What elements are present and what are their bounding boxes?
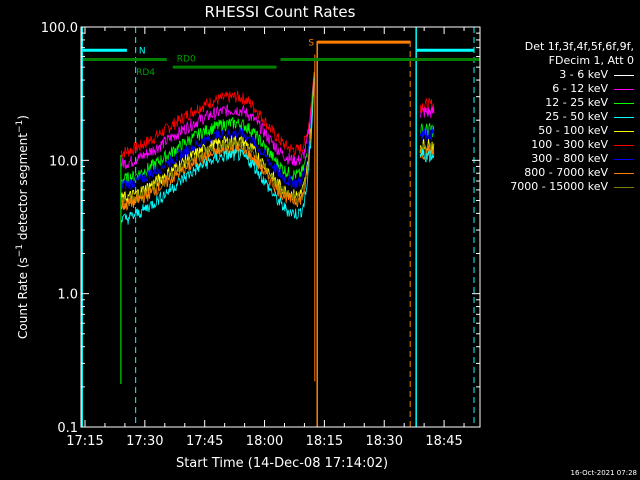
annotation-label-2: RD0 — [177, 55, 196, 65]
legend-swatch — [614, 116, 634, 118]
curve-1 — [120, 75, 315, 158]
x-tick-label-1: 17:15 — [66, 434, 103, 449]
legend-swatch — [614, 102, 634, 104]
x-tick-label-5: 18:15 — [306, 434, 343, 449]
series-curves — [120, 54, 435, 385]
annotations: N RD0 RD4 S — [82, 38, 480, 78]
legend-rows: 3 - 6 keV 6 - 12 keV 12 - 25 keV 25 - 50 ke… — [484, 68, 634, 194]
y-axis-label: Count Rate (s−1 detector segment−1) — [15, 115, 30, 339]
legend-label: 100 - 300 keV — [531, 138, 608, 151]
legend-item-2: 6 - 12 keV — [484, 82, 634, 96]
x-tick-label-3: 17:45 — [186, 434, 223, 449]
legend-item-5: 50 - 100 keV — [484, 124, 634, 138]
legend-item-9: 7000 - 15000 keV — [484, 180, 634, 194]
curve-segment-3 — [419, 123, 435, 138]
curve-8 — [120, 76, 315, 226]
legend-swatch — [614, 144, 634, 146]
legend-item-1: 3 - 6 keV — [484, 68, 634, 82]
legend-item-8: 800 - 7000 keV — [484, 166, 634, 180]
curve-segment-2 — [419, 106, 435, 119]
legend-item-6: 100 - 300 keV — [484, 138, 634, 152]
legend-label: 6 - 12 keV — [552, 82, 608, 95]
shading-markers — [81, 27, 475, 427]
axes: 17:15 17:30 17:45 18:00 18:15 18:30 18:45 0.1 1.… — [41, 21, 480, 449]
curve-4 — [120, 72, 315, 191]
annotation-label-3: RD4 — [136, 68, 155, 78]
annotation-label-1: N — [139, 46, 146, 56]
legend-label: 25 - 50 keV — [545, 110, 608, 123]
chart-title: RHESSI Count Rates — [205, 3, 356, 21]
curve-7 — [120, 73, 315, 212]
legend-swatch — [614, 172, 634, 174]
legend-label: 3 - 6 keV — [559, 68, 608, 81]
x-tick-label-2: 17:30 — [126, 434, 163, 449]
y-tick-label-4: 100.0 — [41, 21, 78, 36]
y-tick-label-3: 10.0 — [49, 154, 78, 169]
legend-label: 12 - 25 keV — [545, 96, 608, 109]
curve-2 — [120, 75, 315, 170]
annotation-label-4: S — [308, 38, 314, 48]
curve-segment-4 — [419, 126, 435, 142]
legend-label: 50 - 100 keV — [538, 124, 608, 137]
legend-label: 300 - 800 keV — [531, 152, 608, 165]
curve-segment-1 — [419, 96, 435, 113]
x-tick-label-4: 18:00 — [246, 434, 283, 449]
x-axis-label: Start Time (14-Dec-08 17:14:02) — [176, 456, 388, 471]
y-tick-label-2: 1.0 — [57, 288, 78, 303]
legend-swatch — [614, 74, 634, 76]
legend-item-4: 25 - 50 keV — [484, 110, 634, 124]
legend-swatch — [614, 186, 634, 188]
y-tick-label-1: 0.1 — [57, 421, 78, 436]
legend-label: 7000 - 15000 keV — [510, 180, 608, 193]
legend-item-3: 12 - 25 keV — [484, 96, 634, 110]
legend-item-7: 300 - 800 keV — [484, 152, 634, 166]
legend-header-1: Det 1f,3f,4f,5f,6f,9f, — [524, 40, 634, 53]
x-tick-label-6: 18:30 — [366, 434, 403, 449]
legend-header-2: FDecim 1, Att 0 — [548, 54, 634, 67]
legend-label: 800 - 7000 keV — [524, 166, 608, 179]
legend-swatch — [614, 158, 634, 160]
legend-swatch — [614, 88, 634, 90]
timestamp: 16-Oct-2021 07:28 — [570, 469, 637, 477]
curve-segment-7 — [419, 144, 435, 160]
legend-swatch — [614, 130, 634, 132]
curve-segment-8 — [419, 149, 435, 163]
plot-frame — [80, 26, 481, 428]
x-tick-label-7: 18:45 — [425, 434, 462, 449]
legend: Det 1f,3f,4f,5f,6f,9f, FDecim 1, Att 0 3… — [484, 40, 634, 194]
curve-3 — [120, 72, 315, 185]
